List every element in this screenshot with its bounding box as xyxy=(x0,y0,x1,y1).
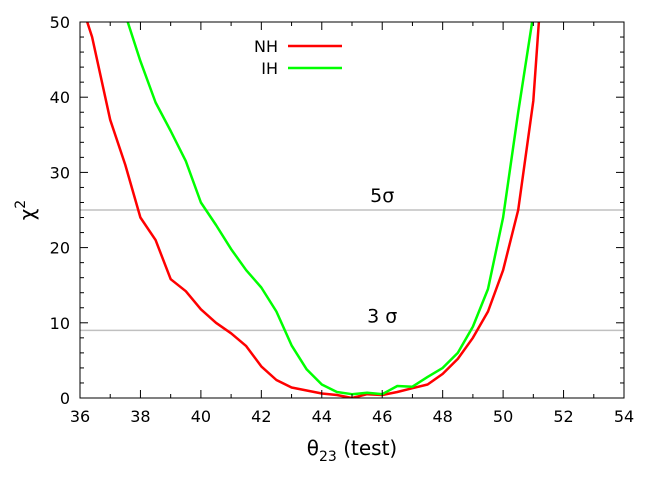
x-tick-label: 46 xyxy=(372,407,392,426)
legend-label-nh: NH xyxy=(254,37,278,56)
legend-label-ih: IH xyxy=(261,59,278,78)
y-tick-label: 0 xyxy=(60,389,70,408)
x-tick-label: 48 xyxy=(432,407,452,426)
x-tick-label: 40 xyxy=(191,407,211,426)
y-tick-label: 30 xyxy=(50,163,70,182)
x-tick-label: 50 xyxy=(493,407,513,426)
x-axis-title: θ23 (test) xyxy=(307,436,397,465)
y-tick-label: 10 xyxy=(50,314,70,333)
y-tick-label: 20 xyxy=(50,239,70,258)
y-tick-label: 40 xyxy=(50,88,70,107)
y-tick-label: 50 xyxy=(50,13,70,32)
reference-label-1: 3 σ xyxy=(367,305,397,327)
x-tick-label: 36 xyxy=(70,407,90,426)
x-tick-label: 38 xyxy=(130,407,150,426)
reference-label-0: 5σ xyxy=(370,185,394,207)
x-tick-label: 44 xyxy=(312,407,332,426)
series-line-ih xyxy=(126,22,534,396)
x-tick-label: 52 xyxy=(553,407,573,426)
series-line-nh xyxy=(85,22,541,398)
y-axis-title: χ2 xyxy=(13,200,39,220)
x-tick-label: 42 xyxy=(251,407,271,426)
x-tick-label: 54 xyxy=(614,407,634,426)
